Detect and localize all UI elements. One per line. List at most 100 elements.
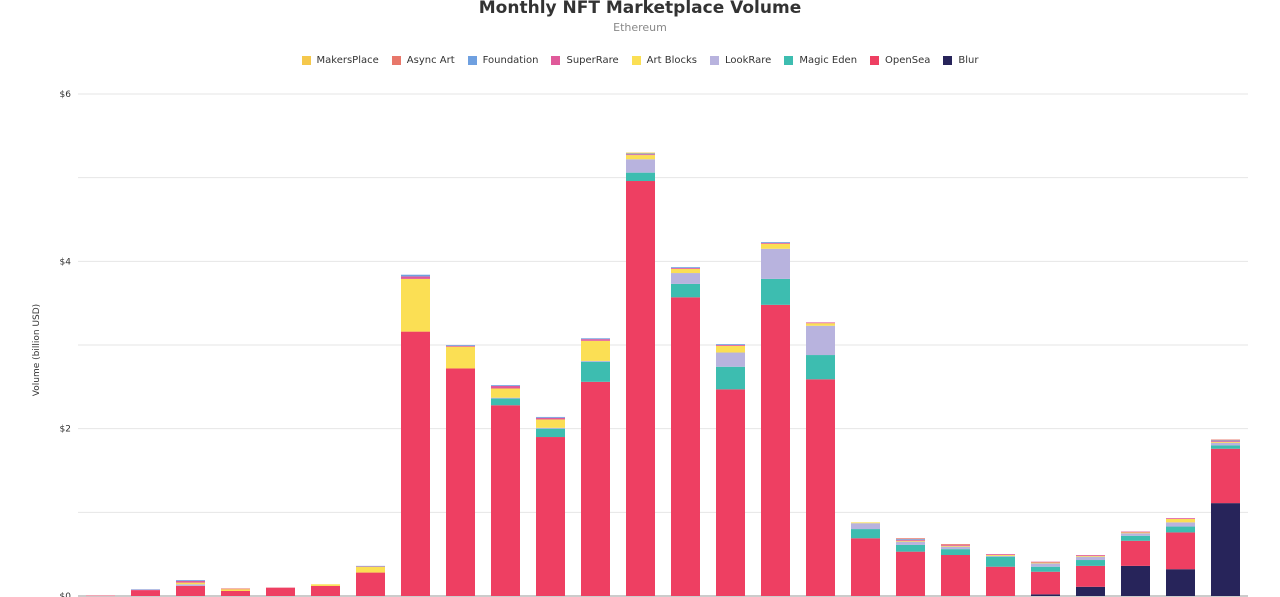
legend-item[interactable]: Async Art [391, 55, 455, 66]
bar-segment-makersplace [626, 152, 655, 154]
bar-segment-foundation [761, 242, 790, 243]
bar-segment-opensea [266, 587, 295, 596]
bar-segment-superrare [176, 580, 205, 583]
bar-segment-opensea [671, 297, 700, 596]
bar-segment-foundation [626, 153, 655, 155]
bar-segment-art-blocks [1211, 442, 1240, 443]
bar-segment-foundation [581, 338, 610, 340]
bar-segment-magic-eden [1121, 535, 1150, 541]
bar-segment-magic-eden [1166, 526, 1195, 533]
bar-segment-art-blocks [806, 323, 835, 326]
bar-segment-lookrare [671, 273, 700, 284]
bar-segment-superrare [806, 322, 835, 324]
legend-swatch [709, 56, 719, 65]
legend-swatch [870, 56, 880, 65]
bar-segment-opensea [1121, 540, 1150, 566]
bar-segment-async-art [941, 544, 970, 545]
bar-segment-superrare [536, 417, 565, 420]
bar-segment-lookrare [761, 248, 790, 279]
legend-item[interactable]: Magic Eden [784, 55, 857, 66]
bar-segment-art-blocks [491, 388, 520, 398]
legend-item[interactable]: Foundation [467, 55, 539, 66]
bar-segment-art-blocks [176, 582, 205, 585]
legend-label: Async Art [406, 55, 455, 66]
bar-segment-blur [1076, 586, 1105, 596]
bar-segment-superrare [446, 345, 475, 347]
bar-segment-art-blocks [446, 346, 475, 369]
bar-segment-art-blocks [581, 340, 610, 361]
chart-title: Monthly NFT Marketplace Volume [478, 0, 802, 18]
bar-segment-opensea [986, 566, 1015, 596]
bar-segment-art-blocks [1076, 555, 1105, 557]
legend: MakersPlace Async Art Foundation SuperRare A… [0, 55, 1280, 66]
bar-segment-lookrare [806, 325, 835, 356]
bar-segment-opensea [1076, 565, 1105, 587]
bar-segment-async-art [896, 538, 925, 540]
bar-segment-superrare [356, 566, 385, 567]
bar-segment-opensea [1211, 448, 1240, 504]
bar-segment-opensea [221, 590, 250, 596]
bar-segment-superrare [1166, 518, 1195, 520]
legend-swatch [784, 56, 794, 65]
bar-segment-magic-eden [1076, 560, 1105, 566]
bar-segment-lookrare [491, 397, 520, 399]
bar-segment-foundation [356, 565, 385, 567]
bar-segment-opensea [401, 331, 430, 596]
legend-label: Art Blocks [646, 55, 697, 66]
bar-segment-opensea [311, 585, 340, 596]
bar-segment-magic-eden [671, 283, 700, 298]
bar-segment-opensea [1031, 571, 1060, 595]
bar-segment-foundation [896, 539, 925, 540]
bar-segment-lookrare [1211, 442, 1240, 446]
bar-segment-lookrare [626, 159, 655, 173]
legend-item[interactable]: SuperRare [551, 55, 619, 66]
bar-segment-foundation [716, 344, 745, 345]
bar-segment-magic-eden [986, 556, 1015, 567]
bar-segment-opensea [176, 585, 205, 596]
bar-segment-foundation [446, 345, 475, 346]
bar-segment-magic-eden [896, 544, 925, 552]
bar-segment-opensea [1166, 532, 1195, 570]
bar-segment-opensea [581, 381, 610, 596]
bar-segment-art-blocks [401, 278, 430, 332]
legend-label: MakersPlace [316, 55, 379, 66]
legend-item[interactable]: Art Blocks [631, 55, 697, 66]
legend-item[interactable]: MakersPlace [301, 55, 379, 66]
bar-segment-art-blocks [716, 345, 745, 353]
y-axis-label: Volume (billion USD) [32, 304, 42, 396]
bar-segment-art-blocks [626, 155, 655, 160]
bar-segment-superrare [626, 154, 655, 156]
bar-segment-lookrare [896, 541, 925, 545]
y-tick-label: $6 [60, 90, 72, 100]
bar-segment-opensea [806, 379, 835, 596]
bar-segment-opensea [941, 555, 970, 596]
legend-swatch [943, 56, 953, 65]
bar-segment-superrare [761, 242, 790, 244]
bar-segment-blur [1211, 503, 1240, 596]
bar-segment-superrare [581, 339, 610, 341]
bar-segment-opensea [896, 551, 925, 596]
bar-segment-magic-eden [536, 428, 565, 438]
bar-segment-superrare [1211, 441, 1240, 443]
bar-segment-blur [1121, 565, 1150, 596]
bar-segment-superrare [941, 544, 970, 546]
legend-swatch [301, 56, 311, 65]
bar-segment-art-blocks [1031, 562, 1060, 564]
bar-segment-superrare [491, 385, 520, 389]
bar-segment-magic-eden [491, 398, 520, 406]
legend-item[interactable]: LookRare [709, 55, 771, 66]
bar-segment-lookrare [941, 546, 970, 550]
bar-segment-blur [1166, 569, 1195, 596]
bar-segment-art-blocks [356, 566, 385, 573]
bar-segment-opensea [131, 590, 160, 596]
bar-segment-superrare [896, 539, 925, 541]
bar-segment-blur [1031, 594, 1060, 596]
legend-item[interactable]: Blur [943, 55, 978, 66]
legend-item[interactable]: OpenSea [870, 55, 930, 66]
bar-segment-art-blocks [1121, 532, 1150, 534]
bar-segment-superrare [1076, 555, 1105, 556]
legend-label: Foundation [482, 55, 539, 66]
bar-segment-opensea [536, 437, 565, 596]
bar-segment-foundation [536, 416, 565, 418]
y-tick-label: $4 [60, 257, 72, 267]
